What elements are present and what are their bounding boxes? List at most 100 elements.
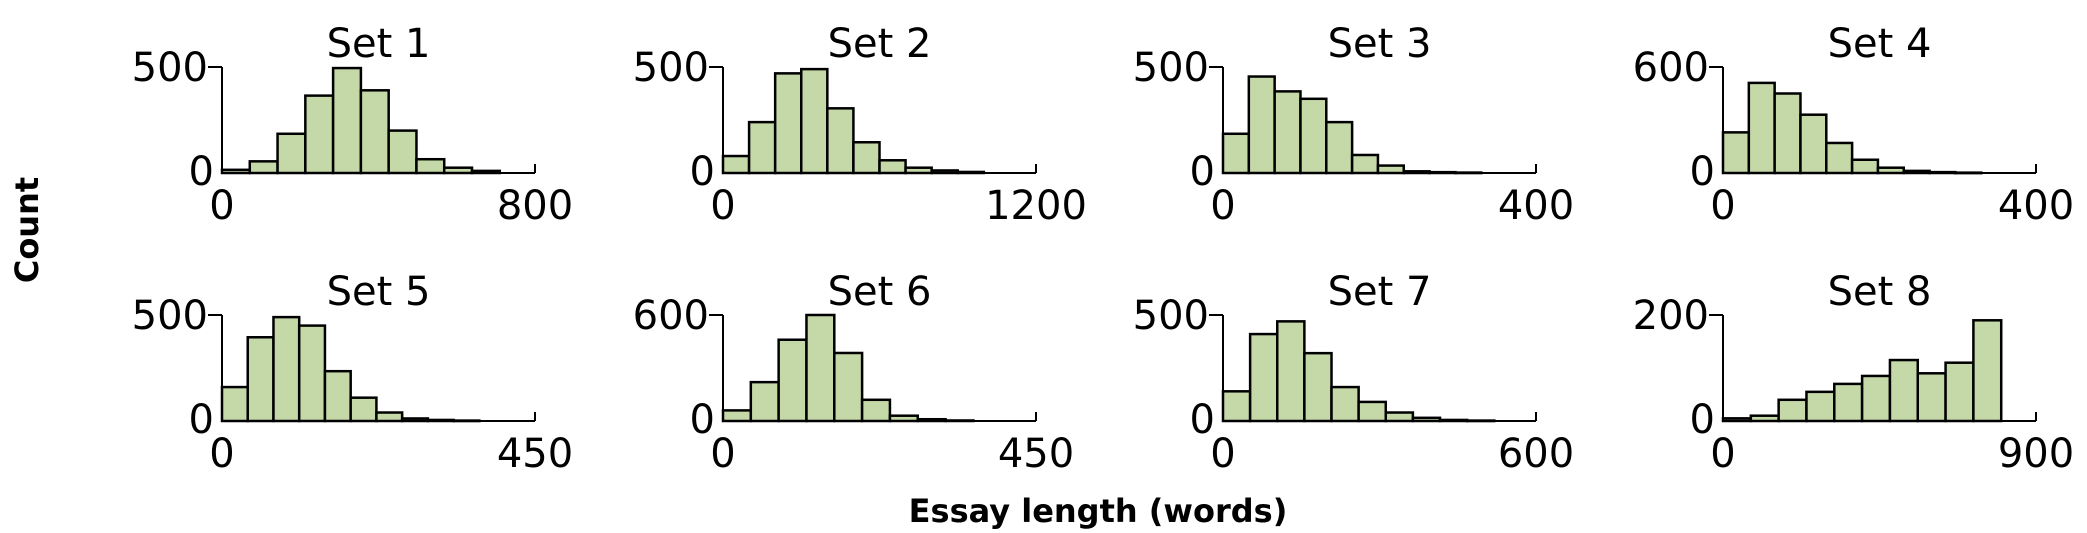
- histogram-bar: [349, 396, 378, 423]
- y-tick-label: 0: [1690, 149, 1715, 195]
- x-tick-label: 450: [497, 431, 573, 477]
- histogram-bar: [304, 94, 335, 175]
- x-tick-label: 600: [1498, 431, 1574, 477]
- x-tick-label: 0: [1210, 183, 1235, 229]
- histogram-bar: [747, 120, 777, 175]
- x-tick-label: 400: [1998, 183, 2074, 229]
- histogram-bar: [1799, 113, 1828, 175]
- histogram-bar: [1805, 390, 1836, 423]
- x-tick-label: 0: [710, 183, 735, 229]
- histogram-bar: [1376, 164, 1406, 175]
- histogram-bar: [1721, 131, 1751, 175]
- y-tick-label: 500: [132, 45, 208, 91]
- histogram-panel: Set 2 500 00 1200: [633, 21, 1087, 229]
- histogram-bar: [1221, 390, 1252, 423]
- histogram-bar: [1330, 385, 1360, 423]
- histogram-bar: [1850, 158, 1880, 175]
- histogram-bar: [248, 160, 279, 175]
- x-tick-label: 800: [497, 183, 573, 229]
- y-tick-label: 0: [690, 149, 715, 195]
- histogram-bar: [826, 107, 855, 175]
- histogram-bar: [777, 338, 808, 423]
- y-tick-label: 0: [1190, 397, 1215, 443]
- y-tick-label: 0: [1190, 149, 1215, 195]
- histogram-bar: [220, 385, 249, 423]
- histogram-panel: Set 5 500 00 450: [132, 269, 574, 477]
- histogram-bar: [1747, 81, 1776, 175]
- y-tick-label: 0: [690, 397, 715, 443]
- histogram-panel: Set 6 600 00 450: [633, 269, 1075, 477]
- histogram-bar: [721, 409, 753, 423]
- histogram-bar: [1247, 75, 1276, 175]
- histogram-panel: Set 1 500 00 800: [132, 21, 574, 229]
- histogram-bar: [1888, 358, 1920, 423]
- histogram-bar: [1825, 141, 1854, 175]
- histogram-bar: [721, 154, 751, 175]
- histogram-bar: [833, 351, 864, 423]
- x-axis-label: Essay length (words): [909, 492, 1288, 530]
- histogram-bar: [1777, 398, 1808, 423]
- histogram-bar: [1221, 132, 1251, 175]
- y-tick-label: 500: [132, 293, 208, 339]
- y-tick-label: 600: [633, 293, 709, 339]
- histogram-bar: [878, 159, 907, 175]
- histogram-bar: [1944, 361, 1975, 423]
- histogram-bar: [1972, 319, 2003, 423]
- panel-title: Set 6: [828, 269, 932, 315]
- histogram-bar: [272, 315, 301, 423]
- y-tick-label: 500: [1133, 293, 1209, 339]
- histogram-bar: [852, 141, 881, 175]
- histogram-bar: [1833, 382, 1864, 423]
- x-tick-label: 450: [998, 431, 1074, 477]
- x-tick-label: 0: [209, 183, 234, 229]
- histogram-bar: [1384, 411, 1415, 423]
- y-tick-label: 500: [633, 45, 709, 91]
- y-tick-label: 0: [189, 397, 214, 443]
- histogram-bar: [1299, 97, 1328, 175]
- x-tick-label: 400: [1498, 183, 1574, 229]
- histogram-panel: Set 3 500 00 400: [1133, 21, 1575, 229]
- x-tick-label: 900: [1998, 431, 2074, 477]
- histogram-bar: [1773, 92, 1802, 175]
- panel-title: Set 1: [327, 21, 431, 67]
- histogram-bar: [800, 67, 829, 175]
- histogram-bar: [773, 72, 803, 175]
- histogram-bar: [387, 129, 418, 175]
- y-tick-label: 500: [1133, 45, 1209, 91]
- histogram-bar: [331, 66, 363, 175]
- histogram-panel: Set 7 500 00 600: [1133, 269, 1575, 477]
- panel-title: Set 2: [828, 21, 932, 67]
- histogram-bar: [246, 336, 275, 423]
- histogram-bar: [860, 398, 892, 423]
- x-tick-label: 0: [1710, 431, 1735, 477]
- x-tick-label: 0: [710, 431, 735, 477]
- histogram-bar: [1916, 372, 1947, 423]
- histogram-bar: [1325, 120, 1354, 175]
- histogram-bar: [1357, 400, 1388, 423]
- panel-title: Set 4: [1828, 21, 1932, 67]
- histogram-bar: [375, 411, 404, 423]
- panel-title: Set 8: [1828, 269, 1932, 315]
- y-tick-label: 0: [189, 149, 214, 195]
- panel-title: Set 5: [327, 269, 431, 315]
- histogram-bar: [297, 324, 327, 423]
- histogram-bar: [1350, 153, 1380, 175]
- x-tick-label: 0: [1210, 431, 1235, 477]
- panel-title: Set 7: [1328, 269, 1432, 315]
- y-tick-label: 600: [1633, 45, 1709, 91]
- histogram-bar: [1248, 332, 1279, 423]
- histogram-bar: [1273, 90, 1302, 175]
- x-tick-label: 1200: [985, 183, 1087, 229]
- histogram-bar: [323, 369, 352, 423]
- histogram-bar: [1276, 320, 1306, 423]
- histogram-bar: [359, 89, 390, 175]
- histogram-bar: [276, 132, 307, 175]
- histogram-panel: Set 4 600 00 400: [1633, 21, 2075, 229]
- histogram-bar: [749, 380, 780, 423]
- y-axis-label: Count: [8, 177, 46, 283]
- histogram-bar: [415, 157, 446, 175]
- panel-title: Set 3: [1328, 21, 1432, 67]
- x-tick-label: 0: [209, 431, 234, 477]
- y-tick-label: 0: [1690, 397, 1715, 443]
